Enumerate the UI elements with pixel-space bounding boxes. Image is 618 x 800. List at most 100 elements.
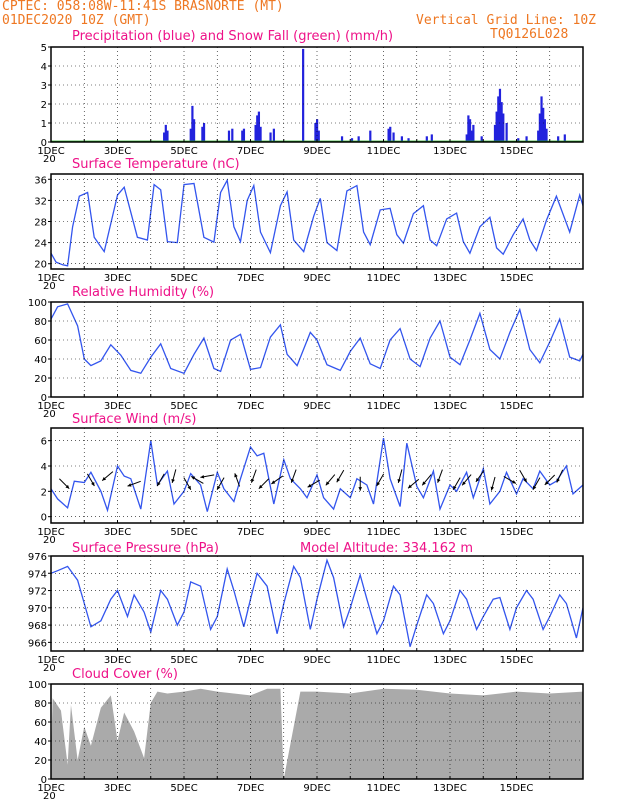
precip-bar: [316, 119, 319, 142]
precip-bar: [543, 119, 546, 142]
precip-bar: [191, 105, 194, 142]
wind-arrow-head: [358, 487, 363, 491]
precip-bar: [472, 124, 475, 142]
wind-arrow-head: [532, 485, 537, 490]
rh-xtick-label: 3DEC: [104, 401, 131, 412]
panel-title-rh: Relative Humidity (%): [72, 285, 214, 300]
precip-xtick-label: 7DEC: [237, 146, 264, 157]
cloud-xtick-label: 7DEC: [237, 783, 264, 794]
temp-xtick-label: 9DEC: [303, 273, 330, 284]
rh-ytick-label: 20: [34, 374, 47, 385]
pres-xtick-label: 15DEC: [500, 655, 534, 666]
pres-series-line: [51, 558, 583, 647]
wind-arrow-head: [191, 476, 196, 480]
precip-bar: [350, 138, 354, 142]
pres-xtick-label: 3DEC: [104, 655, 131, 666]
cloud-ytick-label: 80: [34, 699, 47, 710]
pres-frame: [50, 555, 584, 652]
precip-bar: [500, 102, 503, 142]
wind-arrow-head: [490, 486, 495, 491]
rh-ytick-label: 0: [41, 393, 47, 404]
wind-arrow-head: [258, 484, 263, 489]
precip-bar: [497, 96, 500, 142]
rh-ytick-label: 100: [28, 298, 47, 309]
header-location: CPTEC: 058:08W-11:41S BRASNORTE (MT): [2, 0, 284, 14]
precip-panel: [51, 48, 583, 142]
wind-xtick-label: 15DEC: [500, 527, 534, 538]
rh-xtick-label: 13DEC: [433, 401, 467, 412]
precip-bar: [400, 136, 403, 142]
rh-xtick-label: 15DEC: [500, 401, 534, 412]
precip-ytick-label: 2: [41, 100, 47, 111]
temp-xtick-label: 15DEC: [500, 273, 534, 284]
precip-bar: [254, 124, 257, 142]
precip-bar: [302, 48, 305, 142]
pres-ytick-label: 976: [28, 552, 47, 563]
rh-ytick-label: 80: [34, 317, 47, 328]
precip-bar: [272, 128, 275, 142]
cloud-xtick-label: 5DEC: [170, 783, 197, 794]
precip-ytick-label: 4: [41, 62, 47, 73]
cloud-cover-area: [51, 688, 583, 779]
precip-bar: [259, 126, 262, 142]
wind-series-line: [51, 437, 583, 513]
wind-xtick-label: 5DEC: [170, 527, 197, 538]
precip-bar: [241, 130, 244, 142]
precip-bar: [517, 138, 520, 142]
precip-ytick-label: 0: [41, 138, 47, 149]
wind-arrow-head: [307, 483, 312, 488]
temp-year-stub: 20: [43, 281, 56, 292]
precip-bar: [498, 88, 502, 142]
wind-ytick-label: 6: [41, 437, 47, 448]
precip-bar: [538, 113, 541, 142]
precip-bar: [257, 111, 261, 142]
precip-bar: [505, 123, 508, 142]
wind-arrow-head: [187, 485, 191, 490]
cloud-ytick-label: 20: [34, 756, 47, 767]
panel-title-precip: Precipitation (blue) and Snow Fall (gree…: [72, 29, 393, 44]
wind-arrow-head: [523, 478, 527, 483]
precip-bar: [340, 136, 344, 142]
precip-bar: [480, 136, 483, 142]
temp-xtick-label: 11DEC: [367, 273, 401, 284]
precip-xtick-label: 1DEC: [37, 146, 64, 157]
wind-arrow-head: [325, 481, 330, 486]
wind-ytick-label: 0: [41, 513, 47, 524]
precip-bar: [227, 130, 231, 142]
cloud-ytick-label: 60: [34, 718, 47, 729]
rh-ytick-label: 40: [34, 355, 47, 366]
pres-xtick-label: 13DEC: [433, 655, 467, 666]
precip-bar: [557, 136, 560, 142]
rh-frame: [50, 301, 584, 398]
precip-bar: [357, 136, 360, 142]
temp-frame: [50, 173, 584, 270]
pres-xtick-label: 9DEC: [303, 655, 330, 666]
precip-bar: [389, 126, 392, 142]
rh-year-stub: 20: [43, 409, 56, 420]
precip-bar: [407, 138, 410, 142]
wind-arrow-head: [200, 474, 205, 479]
wind-xtick-label: 9DEC: [303, 527, 330, 538]
rh-panel: [51, 303, 583, 375]
wind-year-stub: 20: [43, 535, 56, 546]
wind-arrow-head: [217, 485, 221, 490]
pres-ytick-label: 972: [28, 587, 47, 598]
header-grid-note: Vertical Grid Line: 10Z: [416, 13, 597, 28]
pres-year-stub: 20: [43, 663, 56, 674]
precip-ytick-label: 1: [41, 119, 47, 130]
precip-ytick-label: 5: [41, 43, 47, 54]
cloud-year-stub: 20: [43, 791, 56, 800]
temp-ytick-label: 20: [34, 260, 47, 271]
wind-arrow-head: [271, 480, 276, 484]
precip-bar: [166, 130, 169, 142]
wind-arrow-head: [376, 482, 381, 486]
cloud-panel: [51, 688, 583, 779]
precip-bar: [256, 115, 259, 142]
precip-bar: [563, 134, 566, 142]
cloud-xtick-label: 11DEC: [367, 783, 401, 794]
precip-bar: [525, 136, 528, 142]
precip-bar: [369, 130, 372, 142]
rh-xtick-label: 7DEC: [237, 401, 264, 412]
precip-frame: [50, 46, 584, 143]
